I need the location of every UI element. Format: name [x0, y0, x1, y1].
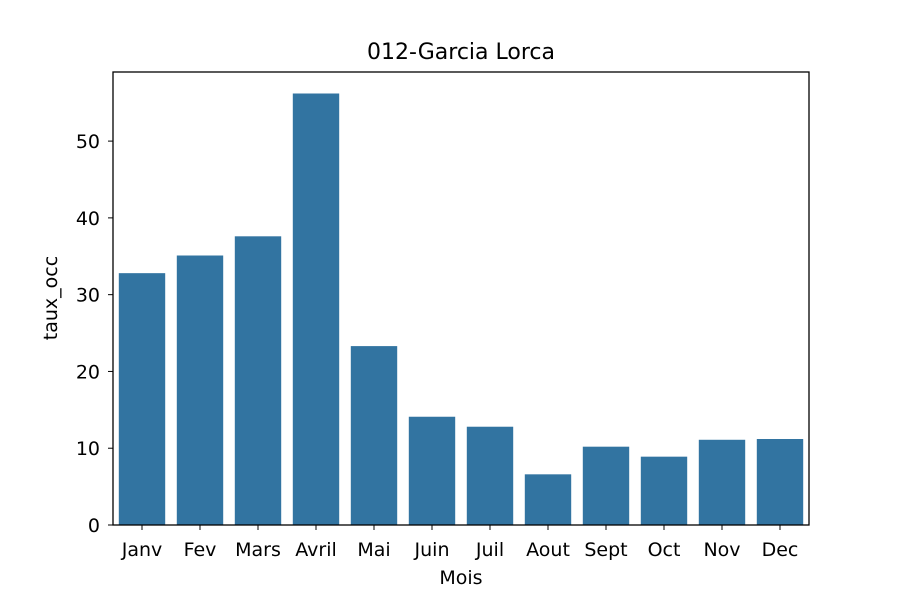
- bar-janv: [118, 273, 166, 525]
- bar-aout: [524, 474, 572, 525]
- x-tick-label: Mai: [357, 539, 390, 561]
- y-tick-label: 30: [76, 285, 100, 307]
- bar-oct: [640, 456, 688, 525]
- x-tick-label: Mars: [235, 539, 281, 561]
- y-tick-label: 20: [76, 361, 100, 383]
- bar-mars: [234, 236, 282, 525]
- chart-title: 012-Garcia Lorca: [367, 40, 555, 65]
- y-tick-label: 50: [76, 131, 100, 153]
- bar-juin: [408, 416, 456, 525]
- x-tick-label: Juil: [475, 539, 504, 561]
- bar-sept: [582, 446, 630, 525]
- bar-fev: [176, 255, 224, 525]
- y-axis-ticks: 0 10 20 30 40 50: [76, 131, 113, 537]
- bar-dec: [756, 439, 804, 525]
- x-tick-label: Fev: [184, 539, 217, 561]
- y-tick-label: 40: [76, 208, 100, 230]
- bar-nov: [698, 439, 746, 525]
- bars-group: [118, 93, 804, 526]
- x-tick-label: Dec: [762, 539, 799, 561]
- x-axis-ticks: Janv Fev Mars Avril Mai Juin Juil Aout Sept Oct No…: [121, 525, 799, 561]
- bar-juil: [466, 426, 514, 525]
- x-tick-label: Nov: [703, 539, 740, 561]
- bar-avril: [292, 93, 340, 526]
- y-tick-label: 0: [88, 515, 100, 537]
- x-tick-label: Aout: [526, 539, 570, 561]
- x-tick-label: Avril: [295, 539, 337, 561]
- x-tick-label: Janv: [121, 539, 163, 561]
- bar-mai: [350, 346, 398, 525]
- y-tick-label: 10: [76, 438, 100, 460]
- x-tick-label: Oct: [648, 539, 681, 561]
- x-tick-label: Sept: [584, 539, 627, 561]
- x-axis-label: Mois: [439, 567, 482, 589]
- x-tick-label: Juin: [414, 539, 450, 561]
- y-axis-label: taux_occ: [40, 256, 62, 340]
- plot-frame: [112, 71, 810, 526]
